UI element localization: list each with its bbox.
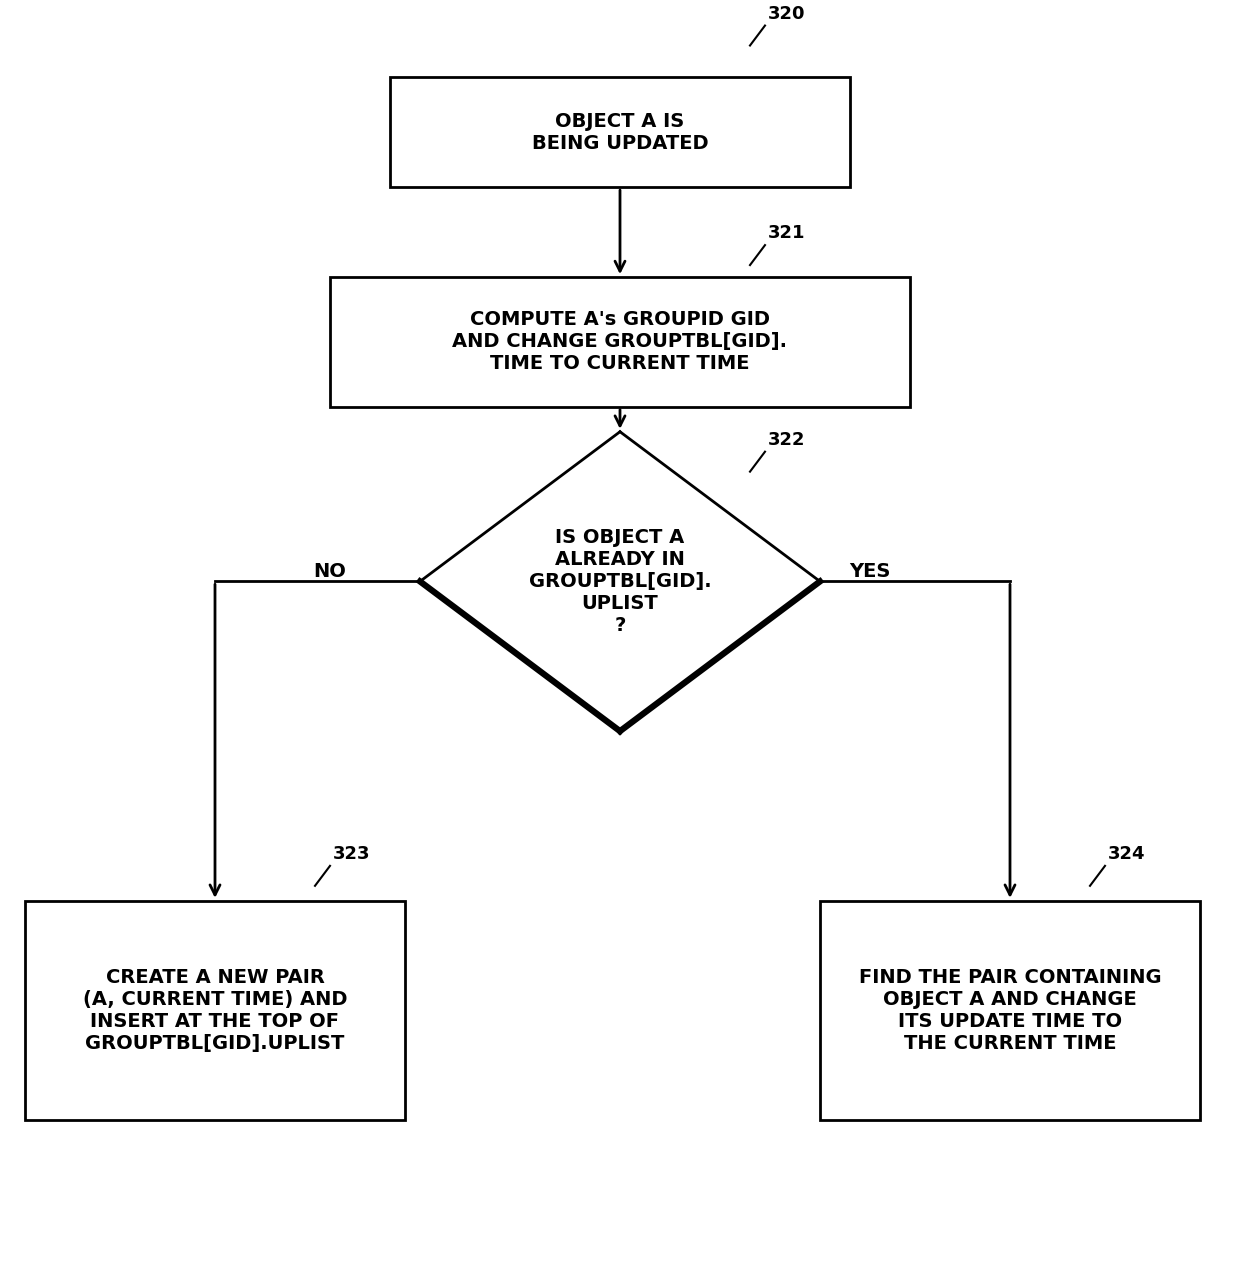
Text: IS OBJECT A
ALREADY IN
GROUPTBL[GID].
UPLIST
?: IS OBJECT A ALREADY IN GROUPTBL[GID]. UP…	[528, 528, 712, 634]
Text: COMPUTE A's GROUPID GID
AND CHANGE GROUPTBL[GID].
TIME TO CURRENT TIME: COMPUTE A's GROUPID GID AND CHANGE GROUP…	[453, 310, 787, 373]
Text: 322: 322	[768, 431, 806, 449]
Text: 323: 323	[334, 844, 371, 862]
Polygon shape	[420, 431, 820, 731]
Text: CREATE A NEW PAIR
(A, CURRENT TIME) AND
INSERT AT THE TOP OF
GROUPTBL[GID].UPLIS: CREATE A NEW PAIR (A, CURRENT TIME) AND …	[83, 968, 347, 1053]
Text: 321: 321	[768, 224, 806, 242]
Text: FIND THE PAIR CONTAINING
OBJECT A AND CHANGE
ITS UPDATE TIME TO
THE CURRENT TIME: FIND THE PAIR CONTAINING OBJECT A AND CH…	[858, 968, 1162, 1053]
Text: 324: 324	[1109, 844, 1146, 862]
Bar	[25, 901, 405, 1121]
Bar	[820, 901, 1200, 1121]
Bar	[330, 277, 910, 407]
Text: OBJECT A IS
BEING UPDATED: OBJECT A IS BEING UPDATED	[532, 112, 708, 153]
Text: YES: YES	[849, 562, 890, 580]
Bar	[391, 77, 849, 187]
Text: NO: NO	[314, 562, 346, 580]
Text: 320: 320	[768, 5, 806, 23]
